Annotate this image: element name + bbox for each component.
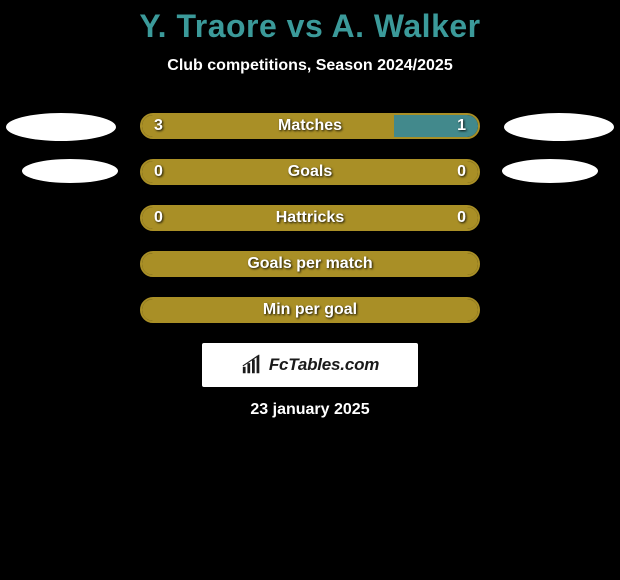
comparison-card: Y. Traore vs A. Walker Club competitions…: [0, 0, 620, 419]
stat-row: 31Matches: [0, 113, 620, 139]
stat-bar: 00Hattricks: [140, 205, 480, 231]
stat-label: Hattricks: [142, 207, 478, 231]
stat-bar: Goals per match: [140, 251, 480, 277]
page-title: Y. Traore vs A. Walker: [0, 8, 620, 45]
stat-row: 00Goals: [0, 159, 620, 185]
bar-chart-icon: [241, 354, 263, 376]
stat-label: Matches: [142, 115, 478, 139]
date-label: 23 january 2025: [0, 401, 620, 419]
stat-label: Goals: [142, 161, 478, 185]
stat-label: Goals per match: [142, 253, 478, 277]
player-right-marker: [502, 159, 598, 183]
stat-row: Min per goal: [0, 297, 620, 323]
subtitle: Club competitions, Season 2024/2025: [0, 57, 620, 75]
stat-bar: Min per goal: [140, 297, 480, 323]
badge-text: FcTables.com: [269, 355, 379, 375]
player-right-marker: [504, 113, 614, 141]
stat-bar: 31Matches: [140, 113, 480, 139]
stat-row: Goals per match: [0, 251, 620, 277]
stats-area: 31Matches 00Goals 00Hattricks Goals per mat…: [0, 113, 620, 323]
stat-label: Min per goal: [142, 299, 478, 323]
player-left-marker: [6, 113, 116, 141]
player-left-marker: [22, 159, 118, 183]
stat-row: 00Hattricks: [0, 205, 620, 231]
source-badge: FcTables.com: [202, 343, 418, 387]
stat-bar: 00Goals: [140, 159, 480, 185]
